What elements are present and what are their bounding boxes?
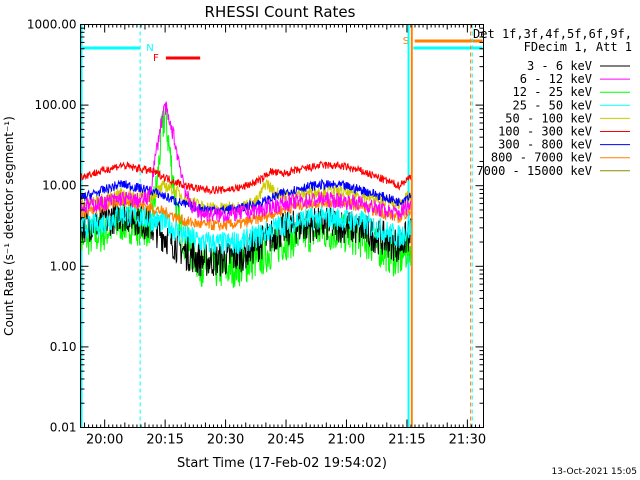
x-tick-label: 20:00 [86, 433, 123, 448]
x-tick-label: 20:15 [146, 433, 183, 448]
x-tick-label: 20:45 [267, 433, 304, 448]
legend-entry-label: 100 - 300 keV [498, 125, 592, 139]
series-line-3-6-kev [80, 199, 412, 277]
y-tick-label: 0.01 [50, 421, 77, 435]
legend-entry-label: 12 - 25 keV [513, 85, 592, 99]
x-tick-label: 21:00 [328, 433, 365, 448]
y-tick-label: 1000.00 [27, 18, 77, 32]
y-tick-label: 1.00 [50, 259, 77, 273]
series-line-6-12-kev [80, 101, 412, 223]
x-axis: 20:00 20:15 20:30 20:45 21:00 21:15 21:30 [80, 24, 486, 448]
x-tick-label: 21:15 [388, 433, 425, 448]
legend-entry-label: 7000 - 15000 keV [476, 164, 592, 178]
x-tick-label: 21:30 [449, 433, 486, 448]
night-label: N [146, 43, 153, 54]
series-line-300-800-kev [80, 178, 412, 215]
legend-entry-label: 3 - 6 keV [527, 59, 592, 73]
x-axis-label: Start Time (17-Feb-02 19:54:02) [177, 456, 387, 471]
legend-header-line-2: FDecim 1, Att 1 [524, 40, 632, 54]
flare-label: F [153, 53, 159, 64]
legend-header-line-1: Det 1f,3f,4f,5f,6f,9f, [473, 27, 632, 41]
chart-title: RHESSI Count Rates [205, 3, 356, 21]
series-line-100-300-kev [80, 160, 412, 196]
y-axis-label: Count Rate (s⁻¹ detector segment⁻¹) [2, 116, 16, 336]
series-group [80, 101, 412, 288]
y-tick-label: 0.10 [50, 340, 77, 354]
legend-entry-label: 300 - 800 keV [498, 138, 592, 152]
series-line-800-7000-kev [80, 194, 411, 231]
legend-entry-label: 800 - 7000 keV [491, 151, 592, 165]
x-tick-label: 20:30 [207, 433, 244, 448]
legend: Det 1f,3f,4f,5f,6f,9f, FDecim 1, Att 1 3… [473, 27, 632, 178]
legend-entry-label: 6 - 12 keV [520, 72, 592, 86]
y-tick-label: 10.00 [42, 179, 76, 193]
legend-entry-label: 25 - 50 keV [513, 98, 592, 112]
y-tick-label: 100.00 [35, 98, 77, 112]
series-line-25-50-kev [80, 203, 412, 255]
saa-label: S [403, 36, 409, 47]
legend-entry-label: 50 - 100 keV [505, 111, 592, 125]
timestamp-label: 13-Oct-2021 15:05 [552, 467, 637, 477]
